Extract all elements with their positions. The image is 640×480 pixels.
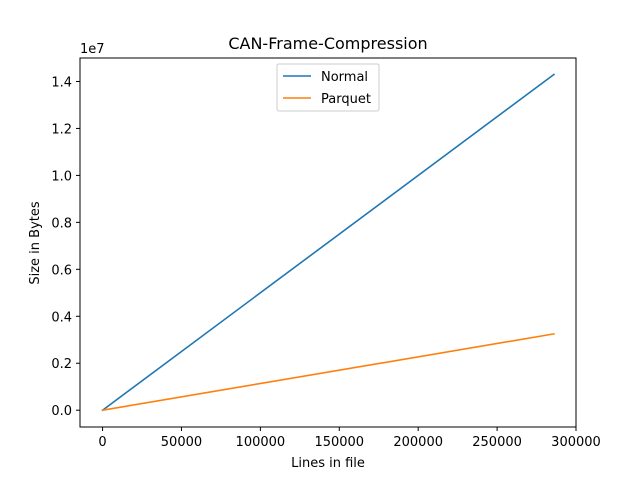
x-tick-label: 250000	[472, 435, 522, 450]
y-tick-label: 0.4	[51, 310, 72, 325]
y-tick-label: 0.6	[51, 263, 72, 278]
y-tick-label: 1.0	[51, 169, 72, 184]
x-tick-label: 200000	[393, 435, 443, 450]
y-axis-title: Size in Bytes	[28, 201, 43, 285]
x-tick-label: 50000	[161, 435, 202, 450]
x-tick-label: 150000	[314, 435, 364, 450]
plot-frame	[79, 57, 577, 428]
plot-area	[101, 73, 556, 412]
x-tick-label: 300000	[551, 435, 601, 450]
legend-label-parquet: Parquet	[321, 92, 371, 107]
y-offset-text: 1e7	[80, 42, 105, 57]
chart-title: CAN-Frame-Compression	[228, 34, 427, 53]
series-line-parquet	[101, 332, 555, 412]
x-axis-title: Lines in file	[291, 456, 365, 471]
series-line-normal	[101, 73, 556, 412]
y-tick-label: 0.2	[51, 357, 72, 372]
legend: Normal Parquet	[276, 63, 380, 112]
x-axis: 0 50000 100000 150000 200000 250000 300000	[98, 427, 601, 450]
y-axis: 0.0 0.2 0.4 0.6 0.8 1.0 1.2 1.4	[51, 75, 80, 419]
x-tick-label: 0	[98, 435, 106, 450]
y-tick-label: 0.0	[51, 404, 72, 419]
y-tick-label: 1.4	[51, 75, 72, 90]
y-tick-label: 0.8	[51, 216, 72, 231]
x-tick-label: 100000	[236, 435, 286, 450]
y-tick-label: 1.2	[51, 122, 72, 137]
legend-label-normal: Normal	[321, 70, 368, 85]
